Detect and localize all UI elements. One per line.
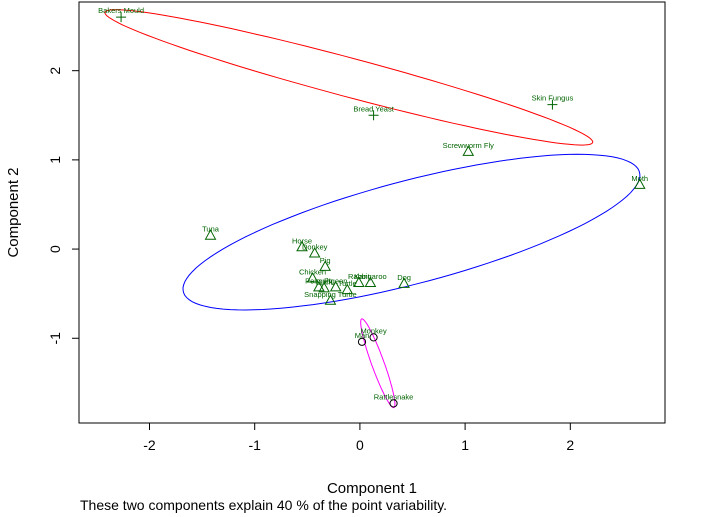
pig-point — [319, 260, 332, 271]
data-points — [116, 12, 646, 408]
x-axis-title: Component 1 — [327, 480, 417, 497]
cluster-1-ellipse — [104, 9, 594, 146]
y-tick-label: 0 — [47, 245, 63, 253]
y-tick-label: 2 — [47, 67, 63, 75]
tuna-label: Tuna — [202, 225, 220, 234]
monkey-label: Monkey — [360, 326, 387, 335]
bakers-mould-label: Bakers Mould — [98, 6, 144, 15]
moth-point — [633, 178, 646, 189]
variability-caption: These two components explain 40 % of the… — [80, 497, 448, 513]
monkey-point — [369, 333, 378, 342]
y-tick-label: 1 — [47, 156, 63, 164]
cluster-3-ellipse — [360, 318, 396, 409]
kangaroo-point — [364, 276, 377, 287]
dog-label: Dog — [397, 273, 411, 282]
tuna-point — [204, 229, 217, 240]
bakers-mould-point — [116, 12, 127, 23]
duck-label: Duck — [316, 277, 333, 286]
pigeon-point — [329, 280, 342, 292]
rabbit-label: Rabbit — [348, 272, 371, 281]
point-labels: Bakers Mould Bread Yeast Skin Fungus Screww… — [98, 6, 648, 401]
x-tick-label: -2 — [143, 437, 156, 453]
donkey-point — [308, 247, 321, 258]
cluster-2-ellipse — [182, 153, 641, 311]
penguin-point — [313, 280, 325, 292]
x-tick-label: 0 — [356, 437, 364, 453]
y-axis: -1 0 1 2 — [47, 67, 80, 345]
bread-yeast-label: Bread Yeast — [353, 104, 394, 113]
y-tick-label: -1 — [47, 332, 63, 345]
moth-label: Moth — [631, 174, 648, 183]
turtle-point — [341, 283, 354, 295]
x-tick-label: 1 — [461, 437, 469, 453]
man-label: Man — [355, 331, 370, 340]
rattlesnake-label: Rattlesnake — [374, 392, 414, 401]
snapping-turtle-label: Snapping Turtle — [304, 290, 357, 299]
kangaroo-label: Kangaroo — [354, 272, 387, 281]
cluster-ellipses — [104, 9, 641, 409]
chicken-point — [306, 271, 319, 283]
screwworm-fly-label: Screwworm Fly — [443, 141, 495, 150]
donkey-label: Donkey — [302, 243, 328, 252]
y-axis-title: Component 2 — [5, 167, 22, 257]
horse-label: Horse — [292, 236, 312, 245]
horse-point — [296, 240, 308, 252]
skin-fungus-point — [547, 99, 558, 110]
rabbit-point — [352, 276, 365, 287]
penguin-label: Penguin — [305, 276, 333, 285]
plot-frame — [78, 1, 666, 424]
duck-point — [318, 281, 330, 293]
pigeon-label: Pigeon — [324, 276, 347, 285]
skin-fungus-label: Skin Fungus — [532, 94, 574, 103]
bread-yeast-point — [368, 110, 379, 121]
x-tick-label: 2 — [566, 437, 574, 453]
man-point — [357, 337, 367, 346]
x-axis: -2 -1 0 1 2 — [143, 422, 574, 453]
turtle-label: Turtle — [338, 279, 357, 288]
pig-label: Pig — [320, 256, 331, 265]
dog-point — [398, 277, 410, 288]
chicken-label: Chicken — [299, 268, 326, 277]
rattlesnake-point — [389, 399, 398, 408]
screwworm-fly-point — [462, 145, 475, 156]
x-tick-label: -1 — [248, 437, 261, 453]
snapping-turtle-point — [324, 294, 337, 305]
